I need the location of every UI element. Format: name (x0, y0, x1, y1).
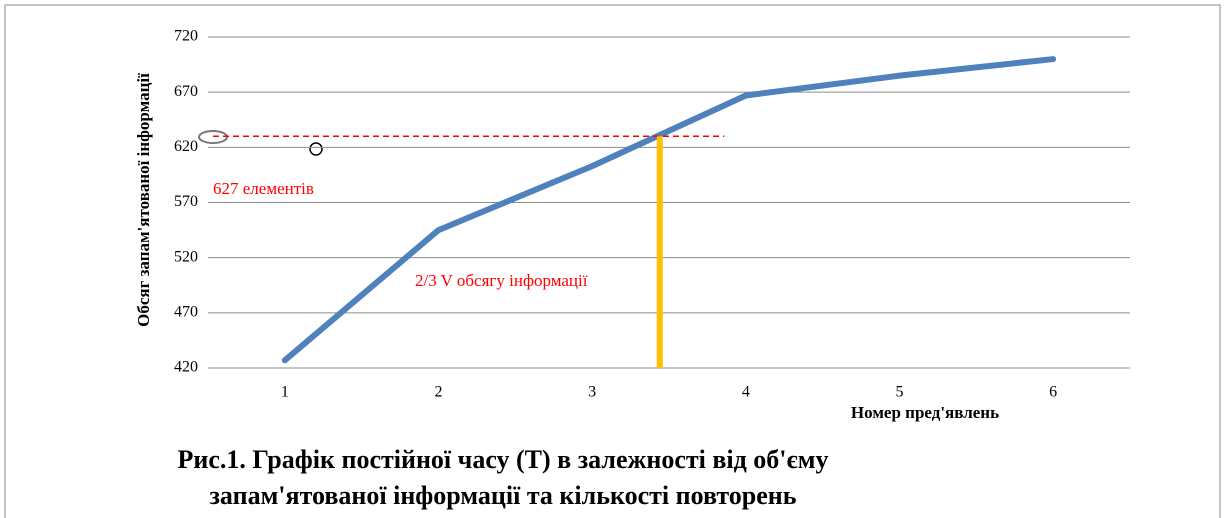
x-tick-label: 6 (1049, 384, 1057, 401)
y-tick-label: 420 (174, 359, 198, 376)
chart-subtitle: запам'ятованої інформації та кількості п… (209, 481, 796, 510)
data-line (281, 56, 1057, 364)
marker-circle (309, 142, 323, 156)
x-tick-label: 3 (588, 384, 596, 401)
y-tick-label: 570 (174, 193, 198, 210)
chart-title: Рис.1. Графік постійної часу (Т) в залеж… (178, 445, 829, 474)
annotation: 2/3 V обсягу інформації (415, 271, 588, 290)
y-axis-label: Обсяг запам'ятованої інформації (134, 73, 153, 327)
y-tick-label: 470 (174, 304, 198, 321)
y-tick-label: 670 (174, 83, 198, 100)
x-tick-label: 1 (281, 384, 289, 401)
x-tick-label: 5 (896, 384, 904, 401)
x-axis-label: Номер пред'явлень (851, 403, 999, 422)
annotation: 627 елементів (213, 179, 314, 198)
y-tick-label: 720 (174, 28, 198, 45)
x-tick-label: 2 (435, 384, 443, 401)
x-tick-label: 4 (742, 384, 750, 401)
frame (4, 4, 1221, 518)
y-tick-label: 620 (174, 138, 198, 155)
y-tick-label: 520 (174, 248, 198, 265)
